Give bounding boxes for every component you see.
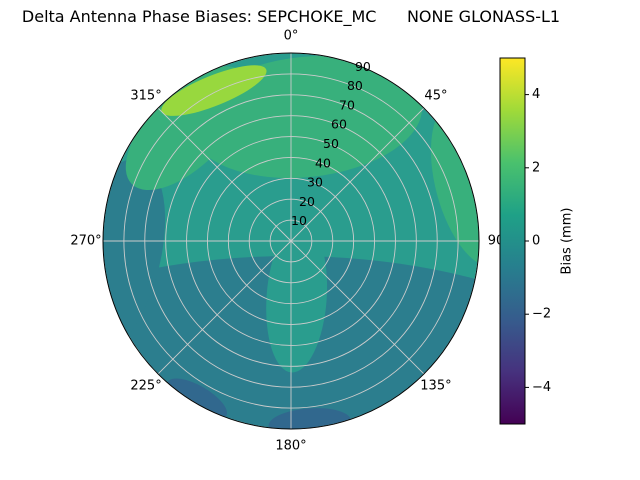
colorbar-tick-label: −2 (532, 307, 551, 322)
radial-tick-label-40: 40 (315, 155, 331, 170)
radial-tick-label-80: 80 (347, 78, 363, 93)
contour-region-northwest-high-patch (161, 65, 267, 116)
colorbar-tick-label: −4 (532, 380, 551, 395)
colorbar-tick-label: 2 (532, 160, 540, 175)
chart-title: Delta Antenna Phase Biases: SEPCHOKE_MC … (21, 7, 561, 26)
radial-tick-label-50: 50 (323, 136, 339, 151)
azimuth-tick-label-0: 0° (284, 29, 299, 44)
radial-tick-label-20: 20 (299, 194, 315, 209)
azimuth-tick-label-135: 135° (420, 378, 451, 393)
contour-region-south-low-patch (268, 408, 352, 429)
contour-fill (103, 53, 479, 429)
radial-tick-label-10: 10 (291, 213, 307, 228)
azimuth-tick-label-270: 270° (70, 234, 101, 249)
radial-tick-label-60: 60 (331, 117, 347, 132)
contour-region-southwest-low-patch (166, 378, 228, 420)
colorbar-tick-label: 4 (532, 87, 540, 102)
colorbar-tick-label: 0 (532, 234, 540, 249)
radial-tick-label-70: 70 (339, 97, 355, 112)
radial-tick-label-30: 30 (307, 175, 323, 190)
radial-tick-label-90: 90 (355, 59, 371, 74)
polar-grid (103, 53, 479, 429)
azimuth-tick-label-180: 180° (275, 439, 306, 454)
polar-outline (102, 52, 480, 430)
azimuth-tick-label-315: 315° (130, 89, 161, 104)
colorbar (499, 57, 526, 425)
colorbar-axis-label: Bias (mm) (560, 208, 575, 275)
azimuth-tick-label-45: 45° (424, 89, 447, 104)
azimuth-tick-label-225: 225° (130, 378, 161, 393)
